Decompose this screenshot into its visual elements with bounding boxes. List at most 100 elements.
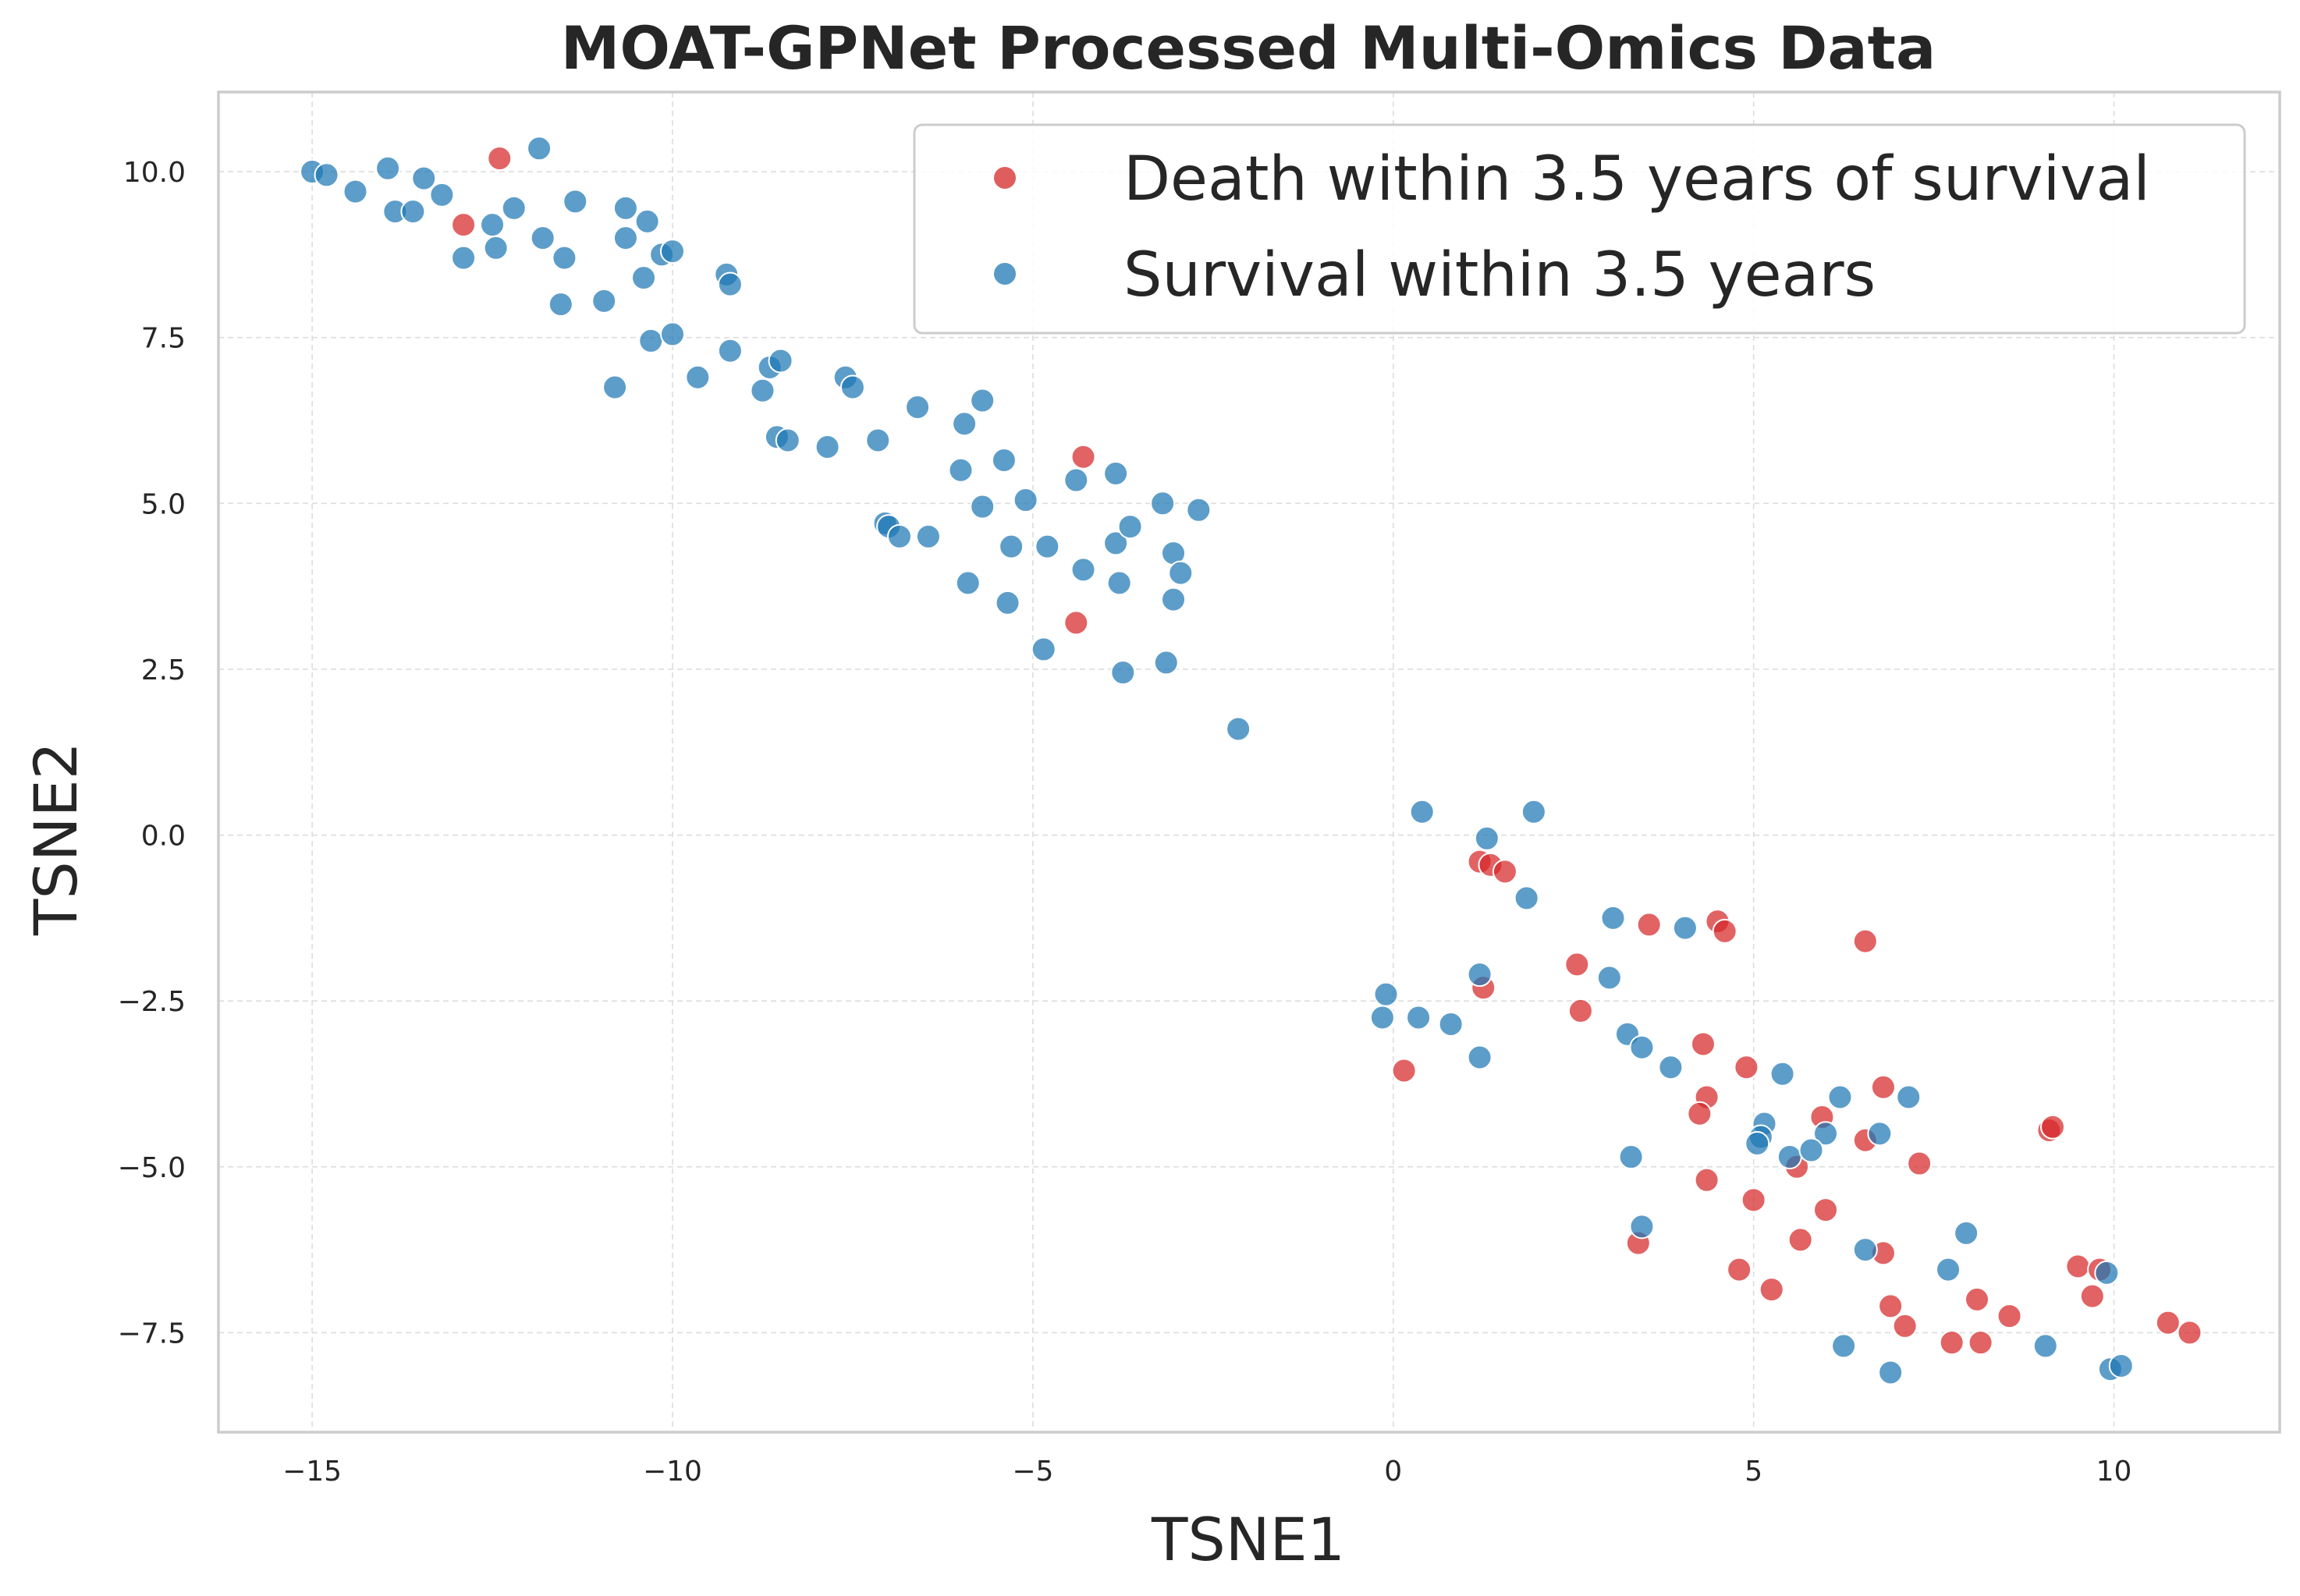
scatter-point — [1712, 918, 1737, 944]
x-tick-labels: −15 −10 −5 0 5 10 — [282, 1456, 2131, 1488]
scatter-point — [501, 195, 527, 221]
scatter-point — [1629, 1214, 1655, 1240]
scatter-point — [1907, 1151, 1933, 1176]
scatter-point — [750, 378, 776, 403]
scatter-point — [1878, 1360, 1904, 1385]
scatter-point — [1117, 514, 1143, 540]
scatter-point — [1968, 1330, 1993, 1356]
scatter-point — [2094, 1260, 2120, 1286]
scatter-point — [1727, 1257, 1752, 1282]
scatter-point — [1600, 905, 1626, 931]
scatter-point — [1514, 885, 1539, 911]
scatter-point — [1013, 488, 1038, 513]
x-tick-label: 0 — [1384, 1456, 1402, 1488]
scatter-point — [591, 288, 617, 314]
scatter-point — [1787, 1227, 1813, 1253]
x-tick-label: −10 — [643, 1456, 702, 1488]
scatter-point — [1672, 915, 1698, 941]
scatter-point — [1878, 1293, 1904, 1319]
scatter-point — [1936, 1257, 1961, 1282]
scatter-point — [1369, 1005, 1395, 1030]
plot-frame — [217, 90, 2281, 1434]
scatter-point — [400, 199, 426, 225]
scatter-point — [548, 292, 573, 317]
scatter-point — [552, 245, 577, 271]
scatter-point — [563, 189, 588, 215]
scatter-point — [1467, 1044, 1493, 1070]
scatter-point — [1103, 530, 1129, 556]
y-tick-label: −2.5 — [118, 986, 186, 1018]
scatter-point — [1997, 1303, 2022, 1329]
scatter-point — [1734, 1055, 1759, 1080]
scatter-point — [1954, 1220, 1979, 1246]
scatter-point — [1186, 497, 1212, 523]
scatter-point — [1409, 799, 1435, 825]
scatter-point — [1467, 962, 1493, 988]
scatter-point — [915, 523, 941, 549]
scatter-point — [1161, 587, 1187, 612]
scatter-point — [487, 146, 513, 172]
scatter-point — [1741, 1187, 1766, 1213]
scatter-point — [1153, 650, 1179, 676]
y-tick-label: −7.5 — [118, 1318, 186, 1350]
scatter-point — [952, 411, 978, 437]
scatter-point — [1892, 1313, 1918, 1339]
scatter-point — [2155, 1310, 2181, 1335]
scatter-point — [1070, 444, 1096, 470]
scatter-point — [2032, 1333, 2058, 1359]
scatter-point — [839, 374, 865, 400]
scatter-point — [1564, 952, 1590, 977]
scatter-point — [948, 457, 974, 483]
legend-marker-death — [992, 165, 1017, 190]
scatter-point — [612, 225, 638, 251]
scatter-point — [685, 364, 711, 390]
scatter-point — [768, 348, 793, 374]
scatter-point — [1226, 716, 1251, 742]
scatter-point — [1629, 1034, 1655, 1060]
scatter-point — [955, 570, 981, 596]
scatter-point — [1813, 1197, 1839, 1223]
scatter-point — [1798, 1137, 1824, 1163]
scatter-point — [1852, 928, 1878, 954]
scatter-point — [659, 321, 685, 347]
x-tick-label: 10 — [2096, 1456, 2132, 1488]
scatter-point — [1063, 610, 1089, 636]
scatter-point — [1567, 998, 1593, 1023]
scatter-point — [631, 265, 657, 291]
scatter-point — [905, 394, 931, 420]
scatter-point — [638, 328, 664, 353]
scatter-point — [1492, 859, 1517, 885]
scatter-point — [1831, 1333, 1857, 1359]
chart-title: MOAT-GPNet Processed Multi-Omics Data — [561, 13, 1936, 83]
scatter-point — [2108, 1353, 2134, 1378]
scatter-point — [1867, 1121, 1893, 1147]
scatter-point — [1373, 981, 1399, 1007]
scatter-point — [1618, 1144, 1644, 1170]
x-tick-label: 5 — [1745, 1456, 1762, 1488]
y-axis-label: TSNE2 — [21, 742, 91, 936]
scatter-point — [1687, 1101, 1713, 1126]
scatter-point — [1070, 557, 1096, 583]
scatter-point — [1896, 1084, 1922, 1110]
scatter-point — [1031, 637, 1056, 662]
scatter-point — [659, 239, 685, 264]
scatter-point — [991, 448, 1017, 473]
scatter-point — [1168, 560, 1194, 586]
scatter-point — [1150, 491, 1176, 516]
scatter-point — [343, 179, 368, 204]
scatter-point — [375, 155, 401, 181]
data-points — [300, 136, 2202, 1385]
scatter-point — [1103, 461, 1129, 487]
scatter-point — [1827, 1084, 1853, 1110]
scatter-point — [2065, 1254, 2091, 1279]
scatter-point — [1110, 660, 1136, 686]
y-tick-labels: −7.5 −5.0 −2.5 0.0 2.5 5.0 7.5 10.0 — [118, 157, 186, 1350]
scatter-point — [717, 271, 743, 297]
scatter-point — [2040, 1114, 2066, 1140]
scatter-point — [970, 388, 996, 413]
scatter-point — [480, 212, 506, 238]
x-axis-label: TSNE1 — [1151, 1505, 1345, 1574]
scatter-point — [1745, 1131, 1770, 1157]
scatter-point — [612, 195, 638, 221]
